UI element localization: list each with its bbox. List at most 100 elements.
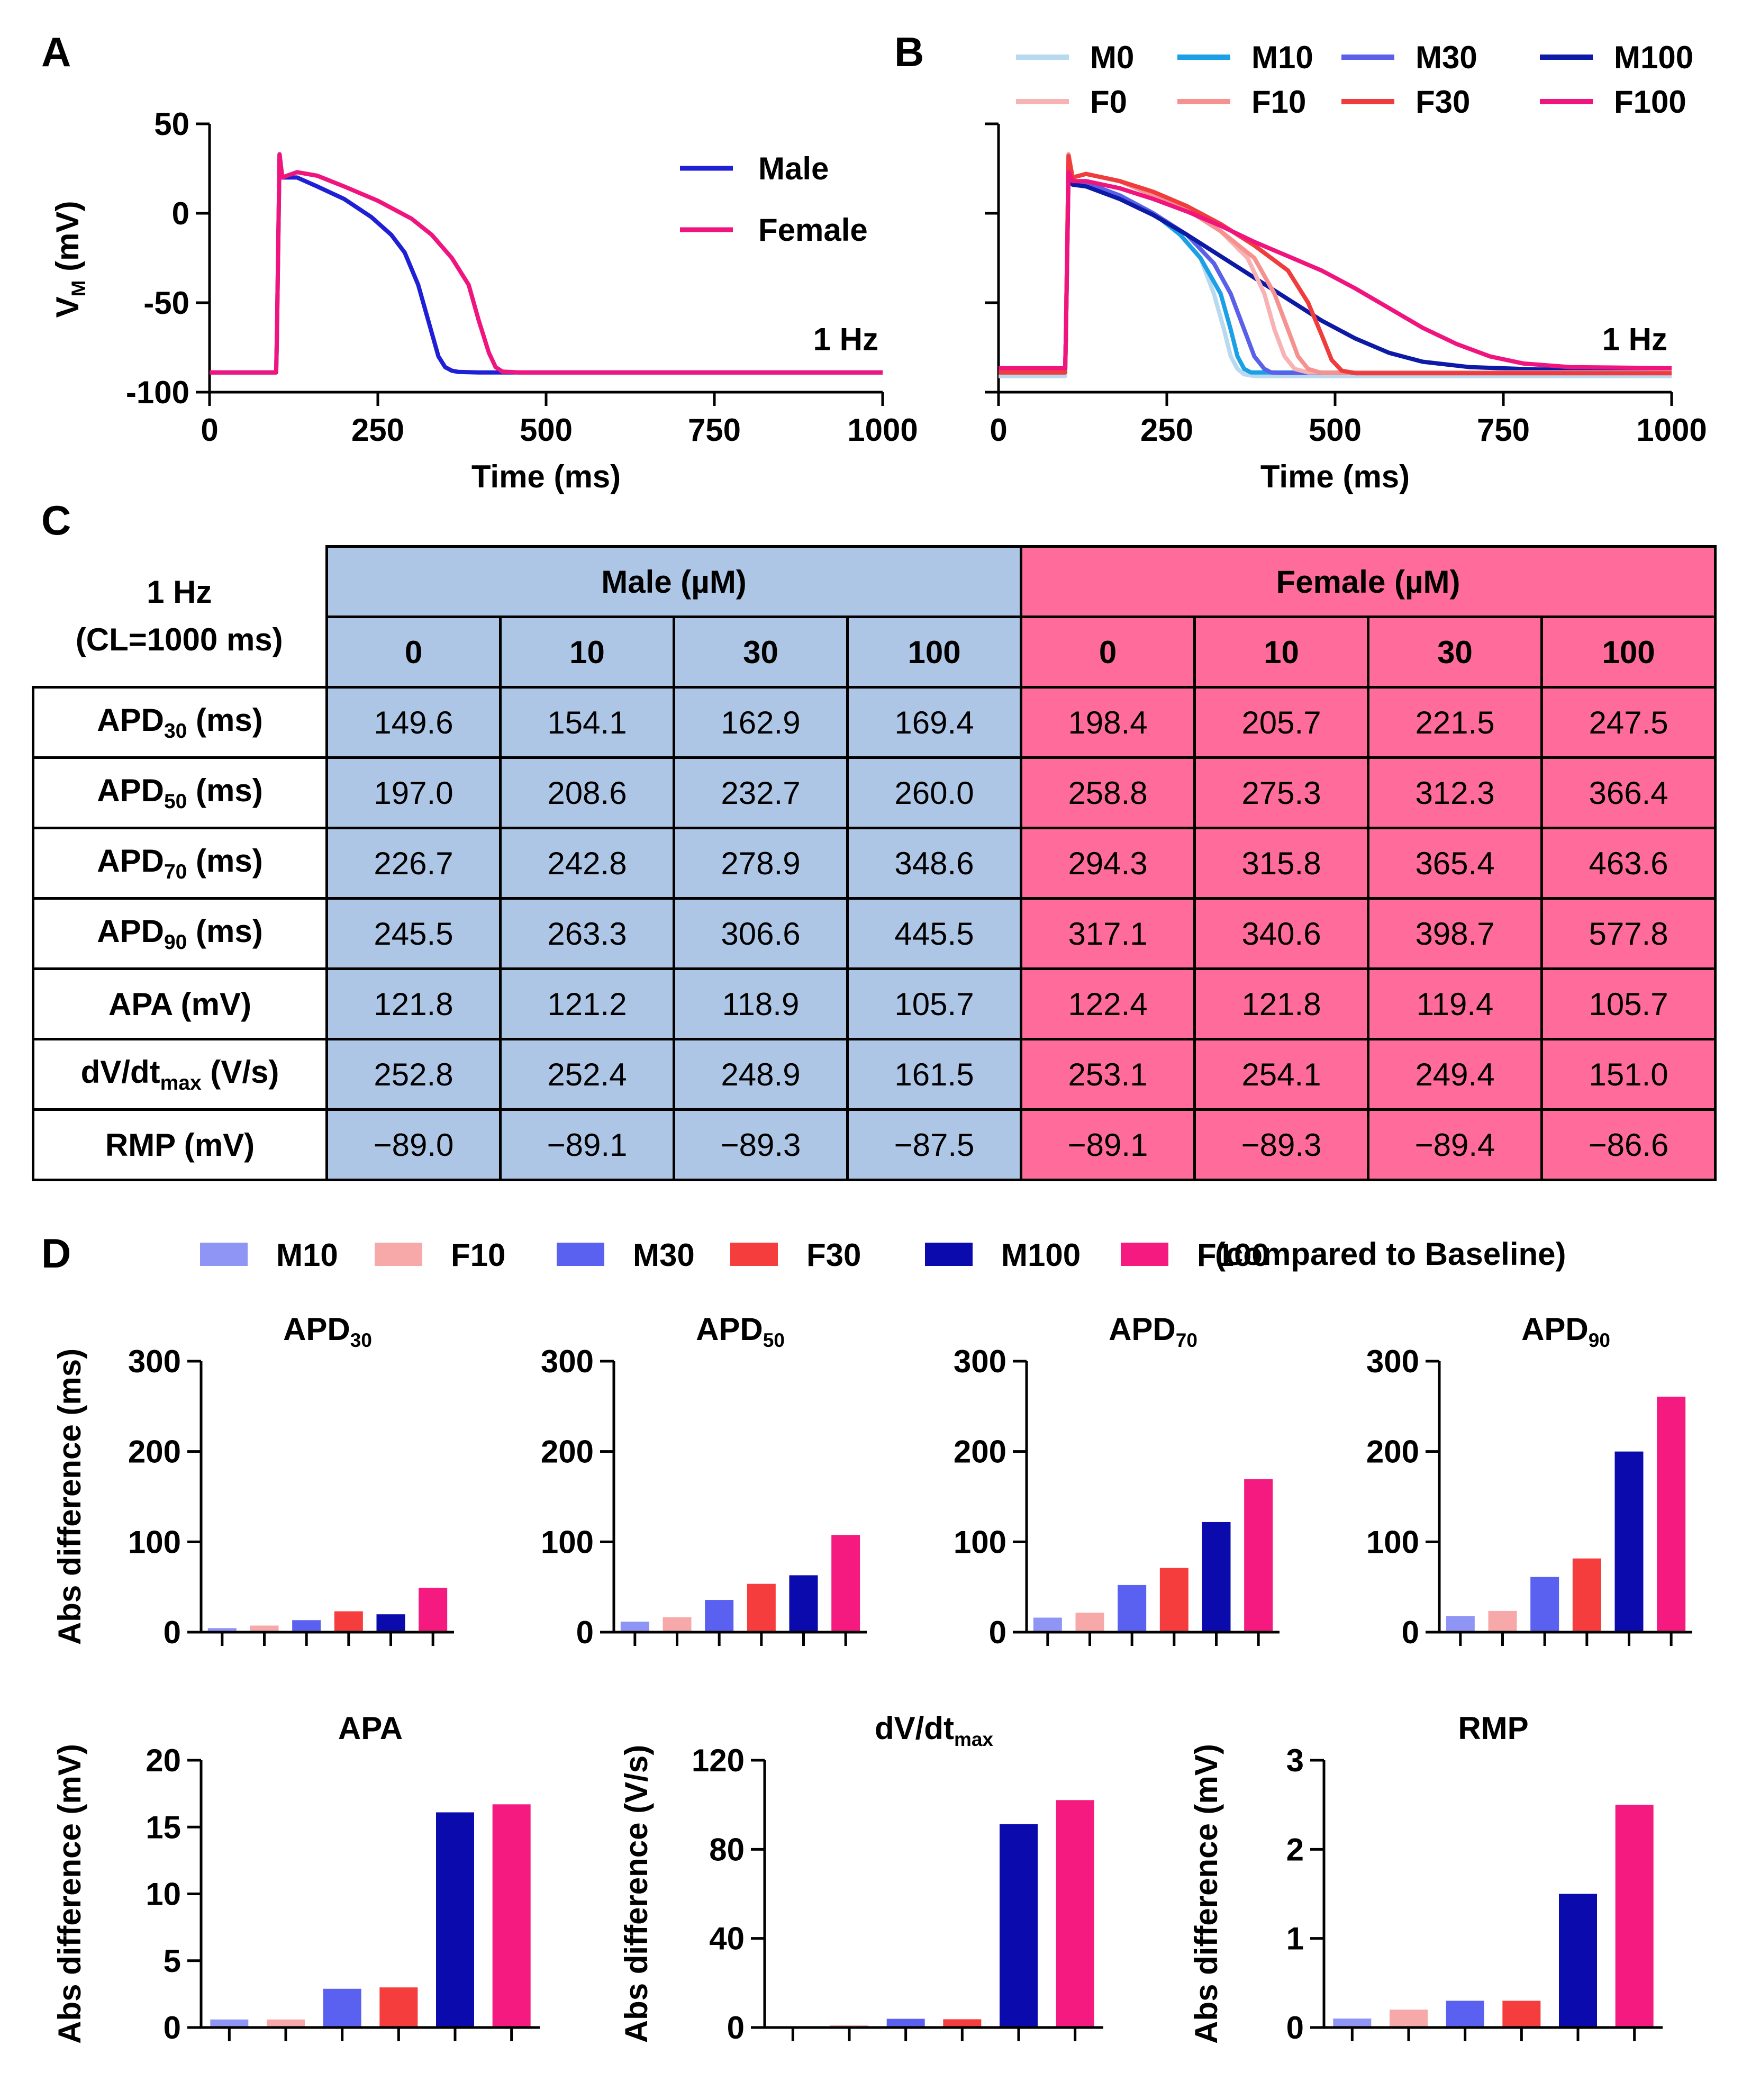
table-cell: 118.9 [673, 967, 849, 1040]
y-tick-label: 10 [146, 1877, 181, 1912]
bar-f100 [492, 1804, 531, 2026]
bar-f10 [1390, 2010, 1428, 2026]
legend-swatch-m30 [557, 1243, 604, 1266]
table-cell: 294.3 [1020, 827, 1196, 900]
bar-f30 [1159, 1568, 1188, 1631]
table-cell: 154.1 [499, 686, 675, 759]
table-cell: 278.9 [673, 827, 849, 900]
corner-line-1: 1 Hz [147, 574, 212, 610]
corner-line-2: (CL=1000 ms) [75, 622, 283, 658]
chart-title: APD90 [1521, 1311, 1610, 1351]
table-row: APD50 (ms) 197.0 208.6 232.7 260.0 258.8 275.3… [32, 756, 1717, 829]
bar-f100 [1244, 1479, 1273, 1631]
bar-m100 [1614, 1451, 1644, 1631]
row-label: APD50 (ms) [32, 756, 328, 829]
y-tick-label: 300 [1366, 1344, 1419, 1379]
legend-label-f0: F0 [1090, 84, 1127, 120]
legend-d: M10 F10 M30 F30 M100 F100(compared to Baselin… [200, 1236, 1566, 1273]
table-cell: 105.7 [1540, 967, 1717, 1040]
table-cell: 253.1 [1020, 1038, 1196, 1111]
y-tick-label: 100 [541, 1524, 594, 1560]
table-cell: 263.3 [499, 897, 675, 970]
bar-m30 [886, 2018, 925, 2026]
bar-m100 [376, 1614, 405, 1631]
table-cell: 260.0 [846, 756, 1023, 829]
y-tick-label: 120 [692, 1743, 745, 1778]
table-cell: 445.5 [846, 897, 1023, 970]
bar-m100 [436, 1812, 474, 2026]
chart-title: RMP [1458, 1710, 1528, 1746]
y-tick-label: 80 [709, 1832, 745, 1867]
bar-m10 [207, 1628, 237, 1631]
y-tick-label: 200 [541, 1434, 594, 1470]
table-cell: 161.5 [846, 1038, 1023, 1111]
y-tick-label: 5 [164, 1943, 181, 1979]
table-cell: 315.8 [1193, 827, 1370, 900]
bar-m100 [1559, 1894, 1597, 2026]
bar-m100 [1000, 1824, 1038, 2026]
y-axis-label: VM (mV) [50, 201, 89, 318]
concentration-header: 0 [1020, 615, 1196, 689]
concentration-header: 30 [1367, 615, 1544, 689]
x-tick-label: 750 [688, 412, 741, 448]
female-header: Female (µM) [1020, 545, 1717, 618]
bar-chart-d-rmp: 0 1 2 3 RMP Abs difference (mV) [1188, 1710, 1663, 2045]
y-tick-label: 0 [164, 2010, 181, 2045]
bar-m10 [1333, 2018, 1372, 2026]
table-cell: 121.2 [499, 967, 675, 1040]
legend-label-f10: F10 [1251, 84, 1306, 120]
y-tick-label: -100 [126, 375, 189, 410]
y-tick-label: 300 [541, 1344, 594, 1379]
bar-f100 [831, 1535, 860, 1631]
bar-f30 [1502, 2001, 1541, 2026]
bar-f100 [419, 1588, 448, 1631]
bar-f30 [379, 1987, 418, 2026]
table-cell: 245.5 [325, 897, 502, 970]
table-cell: 317.1 [1020, 897, 1196, 970]
y-tick-label: 300 [954, 1344, 1006, 1379]
chart-b: 0 250 500 750 1000 Time (ms) 1 Hz M0 M10 M30 M100 F… [985, 40, 1707, 494]
row-label: APD30 (ms) [32, 686, 328, 759]
table-cell: 119.4 [1367, 967, 1544, 1040]
table-cell: 348.6 [846, 827, 1023, 900]
bar-f30 [943, 2019, 982, 2026]
concentration-header: 10 [1193, 615, 1370, 689]
bar-f10 [1488, 1610, 1517, 1631]
male-header: Male (µM) [325, 545, 1023, 618]
bar-f10 [830, 2025, 868, 2026]
y-axis-label: Abs difference (V/s) [619, 1745, 654, 2043]
table-cell: 232.7 [673, 756, 849, 829]
table-cell: 306.6 [673, 897, 849, 970]
table-cell: 254.1 [1193, 1038, 1370, 1111]
table-cell: 151.0 [1540, 1038, 1717, 1111]
legend-label-female: Female [758, 212, 868, 248]
panel-label-d: D [41, 1230, 71, 1277]
legend-label-m100: M100 [1001, 1237, 1081, 1273]
panel-label-c: C [41, 497, 71, 544]
frequency-annotation: 1 Hz [1602, 321, 1667, 357]
bar-m10 [210, 2019, 249, 2026]
table-cell: 365.4 [1367, 827, 1544, 900]
y-tick-label: 3 [1286, 1743, 1304, 1778]
table-corner-label: 1 Hz (CL=1000 ms) [33, 547, 327, 687]
legend-label-m30: M30 [633, 1237, 695, 1273]
row-label: APA (mV) [32, 967, 328, 1040]
x-tick-label: 0 [201, 412, 218, 448]
bar-f10 [1075, 1613, 1104, 1631]
legend-swatch-f10 [375, 1243, 422, 1266]
table-cell: 221.5 [1367, 686, 1544, 759]
y-tick-label: 100 [128, 1524, 181, 1560]
y-tick-label: 40 [709, 1921, 745, 1957]
table-cell: 122.4 [1020, 967, 1196, 1040]
table-cell: −89.4 [1367, 1108, 1544, 1181]
table-cell: 577.8 [1540, 897, 1717, 970]
legend-label-male: Male [758, 151, 829, 186]
chart-title: APD50 [696, 1311, 785, 1351]
x-tick-label: 750 [1477, 412, 1530, 448]
table-cell: 121.8 [325, 967, 502, 1040]
y-tick-label: 50 [154, 106, 189, 142]
legend-swatch-m10 [200, 1243, 248, 1266]
bar-m30 [292, 1620, 321, 1631]
